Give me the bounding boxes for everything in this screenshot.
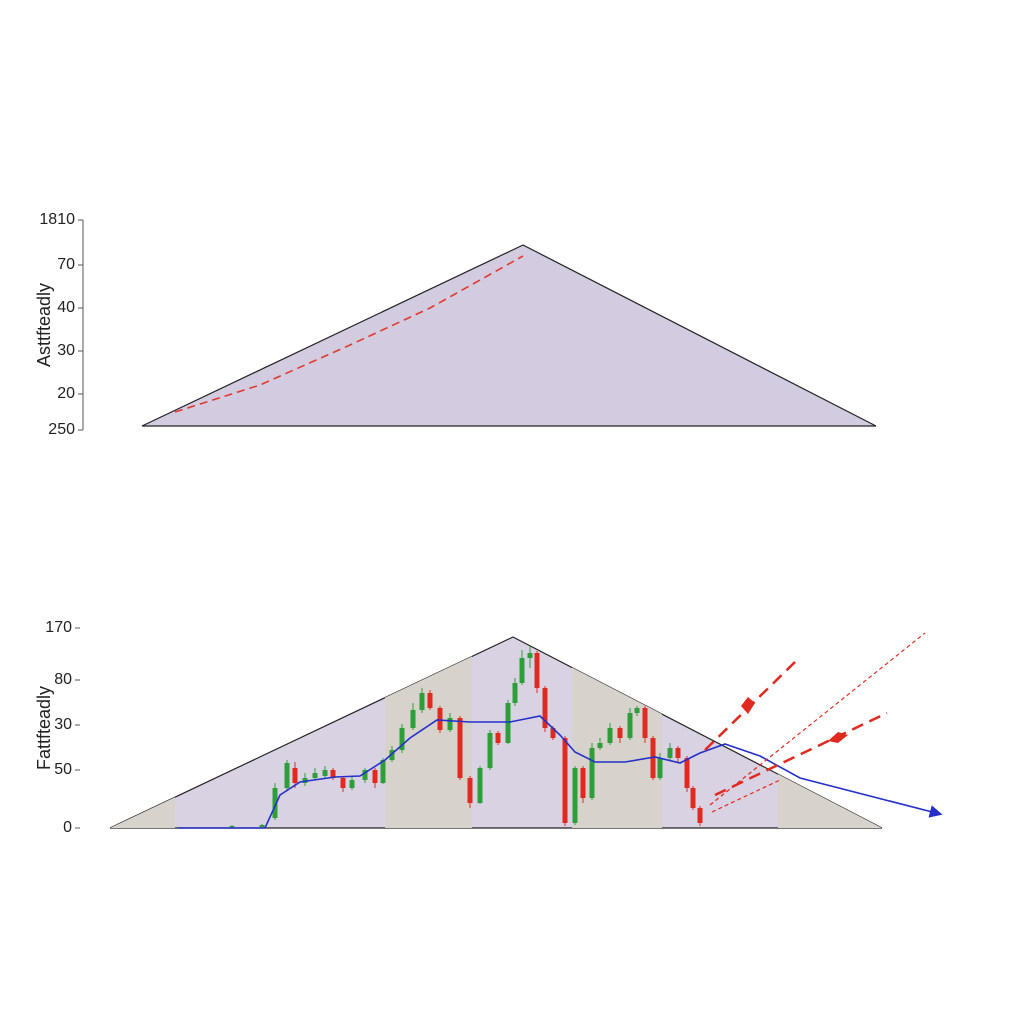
candle-body <box>457 718 463 778</box>
candle-body <box>477 768 483 803</box>
y-tick-label: 170 <box>45 619 72 636</box>
candle-body <box>512 683 518 703</box>
candle-body <box>675 748 681 758</box>
candle-body <box>684 758 690 788</box>
candle-body <box>607 728 613 743</box>
candle-body <box>312 773 318 778</box>
y-tick-label: 80 <box>54 671 72 688</box>
candle-body <box>389 750 395 760</box>
y-axis-label: Fattfteadly <box>34 686 54 770</box>
candle-body <box>419 693 425 710</box>
candle-body <box>410 710 416 728</box>
trend-line <box>174 255 524 413</box>
y-tick-label: 70 <box>57 256 75 273</box>
band <box>110 637 175 828</box>
band <box>572 637 662 828</box>
candle-body <box>617 728 623 738</box>
y-tick-label: 30 <box>57 342 75 359</box>
y-axis-label: Asttfteadly <box>34 283 54 367</box>
candle-body <box>519 658 525 683</box>
candle-body <box>550 728 556 738</box>
trend-line <box>178 715 943 829</box>
arrow <box>711 779 781 813</box>
arrow <box>714 711 888 797</box>
red-arrows <box>704 632 926 813</box>
candle-body <box>292 768 298 783</box>
area <box>141 244 877 427</box>
candle-body <box>572 768 578 823</box>
candle-body <box>657 758 663 778</box>
candle-body <box>690 788 696 808</box>
y-tick-label: 250 <box>48 421 75 438</box>
y-tick-label: 1810 <box>39 211 75 228</box>
arrow <box>709 632 926 806</box>
arrow-head <box>828 732 848 743</box>
candle-body <box>542 688 548 728</box>
candle-body <box>427 693 433 708</box>
candle-body <box>527 653 533 658</box>
candle-body <box>330 770 336 778</box>
candle-body <box>667 748 673 758</box>
candle-body <box>495 733 501 743</box>
candle-body <box>349 780 355 788</box>
area <box>109 636 883 829</box>
candle-body <box>627 713 633 738</box>
plot-layer: 250 20 30 40 70 1810 Asttfteadly 0 50 30 80 170 Fatt… <box>34 211 943 836</box>
candle-body <box>272 788 278 818</box>
candle-body <box>589 748 595 798</box>
candle-body <box>229 826 235 827</box>
y-tick-label: 30 <box>54 716 72 733</box>
candle-body <box>380 760 386 783</box>
band <box>778 637 882 828</box>
y-tick-label: 0 <box>63 819 72 836</box>
candle-body <box>580 768 586 798</box>
y-tick-label: 20 <box>57 385 75 402</box>
candle-body <box>399 728 405 750</box>
candle-body <box>447 718 453 730</box>
candle-body <box>467 778 473 803</box>
candle-body <box>534 653 540 688</box>
candle-body <box>340 778 346 788</box>
candle-body <box>642 708 648 738</box>
candle-body <box>437 708 443 730</box>
candle-body <box>372 770 378 783</box>
candle-body <box>284 763 290 788</box>
candle-body <box>597 743 603 748</box>
candle-body <box>362 770 368 780</box>
candle-body <box>697 808 703 823</box>
arrow-head <box>741 697 755 714</box>
candle-body <box>505 703 511 743</box>
candle-body <box>487 733 493 768</box>
y-tick-label: 50 <box>54 761 72 778</box>
candle-body <box>259 825 265 827</box>
y-tick-label: 40 <box>57 299 75 316</box>
candle-body <box>562 738 568 823</box>
candle-body <box>634 708 640 713</box>
candle-body <box>322 770 328 776</box>
